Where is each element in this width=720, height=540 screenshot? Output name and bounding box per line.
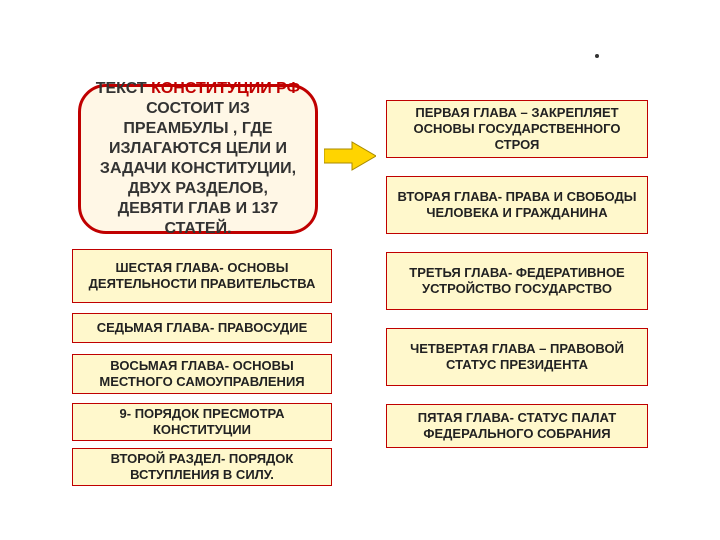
arrow-right-icon <box>324 140 376 172</box>
chapter-box-7: СЕДЬМАЯ ГЛАВА- ПРАВОСУДИЕ <box>72 313 332 343</box>
chapter-label: ПЕРВАЯ ГЛАВА – ЗАКРЕПЛЯЕТ ОСНОВЫ ГОСУДАР… <box>395 105 639 154</box>
chapter-label: ВОСЬМАЯ ГЛАВА- ОСНОВЫ МЕСТНОГО САМОУПРАВ… <box>81 358 323 391</box>
stray-dot <box>595 54 599 58</box>
chapter-box-3: ТРЕТЬЯ ГЛАВА- ФЕДЕРАТИВНОЕ УСТРОЙСТВО ГО… <box>386 252 648 310</box>
chapter-label: ТРЕТЬЯ ГЛАВА- ФЕДЕРАТИВНОЕ УСТРОЙСТВО ГО… <box>395 265 639 298</box>
chapter-label: СЕДЬМАЯ ГЛАВА- ПРАВОСУДИЕ <box>97 320 308 336</box>
main-text-after: СОСТОИТ ИЗ ПРЕАМБУЛЫ , ГДЕ ИЗЛАГАЮТСЯ ЦЕ… <box>100 100 296 237</box>
chapter-label: ПЯТАЯ ГЛАВА- СТАТУС ПАЛАТ ФЕДЕРАЛЬНОГО С… <box>395 410 639 443</box>
chapter-label: ВТОРАЯ ГЛАВА- ПРАВА И СВОБОДЫ ЧЕЛОВЕКА И… <box>395 189 639 222</box>
main-text-before: ТЕКСТ <box>96 80 151 97</box>
chapter-label: ЧЕТВЕРТАЯ ГЛАВА – ПРАВОВОЙ СТАТУС ПРЕЗИД… <box>395 341 639 374</box>
chapter-label: 9- ПОРЯДОК ПРЕСМОТРА КОНСТИТУЦИИ <box>81 406 323 439</box>
chapter-box-1: ПЕРВАЯ ГЛАВА – ЗАКРЕПЛЯЕТ ОСНОВЫ ГОСУДАР… <box>386 100 648 158</box>
chapter-box-6: ШЕСТАЯ ГЛАВА- ОСНОВЫ ДЕЯТЕЛЬНОСТИ ПРАВИТ… <box>72 249 332 303</box>
chapter-box-section2: ВТОРОЙ РАЗДЕЛ- ПОРЯДОК ВСТУПЛЕНИЯ В СИЛУ… <box>72 448 332 486</box>
chapter-box-4: ЧЕТВЕРТАЯ ГЛАВА – ПРАВОВОЙ СТАТУС ПРЕЗИД… <box>386 328 648 386</box>
main-summary-text: ТЕКСТ КОНСТИТУЦИИ РФ СОСТОИТ ИЗ ПРЕАМБУЛ… <box>93 79 303 239</box>
chapter-box-8: ВОСЬМАЯ ГЛАВА- ОСНОВЫ МЕСТНОГО САМОУПРАВ… <box>72 354 332 394</box>
chapter-label: ВТОРОЙ РАЗДЕЛ- ПОРЯДОК ВСТУПЛЕНИЯ В СИЛУ… <box>81 451 323 484</box>
arrow-shape <box>324 142 376 170</box>
chapter-box-9: 9- ПОРЯДОК ПРЕСМОТРА КОНСТИТУЦИИ <box>72 403 332 441</box>
chapter-box-2: ВТОРАЯ ГЛАВА- ПРАВА И СВОБОДЫ ЧЕЛОВЕКА И… <box>386 176 648 234</box>
chapter-label: ШЕСТАЯ ГЛАВА- ОСНОВЫ ДЕЯТЕЛЬНОСТИ ПРАВИТ… <box>81 260 323 293</box>
diagram-canvas: ТЕКСТ КОНСТИТУЦИИ РФ СОСТОИТ ИЗ ПРЕАМБУЛ… <box>0 0 720 540</box>
main-highlight: КОНСТИТУЦИИ РФ <box>151 80 300 97</box>
chapter-box-5: ПЯТАЯ ГЛАВА- СТАТУС ПАЛАТ ФЕДЕРАЛЬНОГО С… <box>386 404 648 448</box>
main-summary-box: ТЕКСТ КОНСТИТУЦИИ РФ СОСТОИТ ИЗ ПРЕАМБУЛ… <box>78 84 318 234</box>
